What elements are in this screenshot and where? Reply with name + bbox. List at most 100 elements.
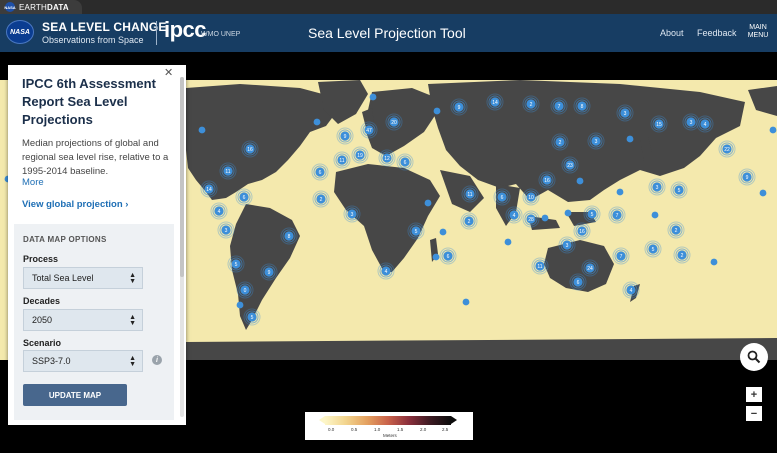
tide-gauge-marker[interactable]: 7 <box>612 247 630 265</box>
tide-gauge-marker[interactable] <box>462 298 470 306</box>
tide-gauge-marker[interactable]: 3 <box>682 113 700 131</box>
panel-scrollbar-thumb[interactable] <box>180 77 184 277</box>
tide-gauge-marker[interactable] <box>369 93 377 101</box>
tide-gauge-marker[interactable]: 4 <box>210 202 228 220</box>
tide-gauge-marker[interactable]: 9 <box>260 263 278 281</box>
tide-gauge-marker[interactable]: 6 <box>569 273 587 291</box>
view-global-projection-link[interactable]: View global projection › <box>22 199 129 210</box>
tide-gauge-marker[interactable]: 14 <box>486 93 504 111</box>
tide-gauge-marker[interactable]: 11 <box>219 162 237 180</box>
tide-gauge-marker[interactable] <box>198 126 206 134</box>
tide-gauge-marker[interactable] <box>710 258 718 266</box>
tide-gauge-marker[interactable]: 5 <box>644 240 662 258</box>
tide-gauge-marker[interactable] <box>236 301 244 309</box>
tide-gauge-marker[interactable]: 19 <box>351 146 369 164</box>
tide-gauge-marker[interactable]: 16 <box>573 222 591 240</box>
tide-gauge-marker[interactable]: 24 <box>581 259 599 277</box>
tide-gauge-marker[interactable]: 22 <box>718 140 736 158</box>
tide-gauge-marker[interactable]: 6 <box>439 247 457 265</box>
site-title[interactable]: SEA LEVEL CHANGE <box>42 20 167 34</box>
tide-gauge-marker[interactable]: 6 <box>493 188 511 206</box>
tide-gauge-marker[interactable]: 10 <box>522 188 540 206</box>
tide-gauge-marker[interactable]: 7 <box>608 206 626 224</box>
tide-gauge-marker[interactable] <box>626 135 634 143</box>
tide-gauge-marker[interactable]: 5 <box>670 181 688 199</box>
tide-gauge-marker[interactable] <box>576 177 584 185</box>
tide-gauge-marker[interactable]: 9 <box>336 127 354 145</box>
tide-gauge-marker[interactable]: 4 <box>622 281 640 299</box>
tide-gauge-marker[interactable]: 16 <box>241 140 259 158</box>
tide-gauge-marker[interactable]: 3 <box>616 104 634 122</box>
nasa-logo-icon[interactable]: NASA <box>6 20 34 44</box>
tide-gauge-marker[interactable]: 7 <box>550 97 568 115</box>
tide-gauge-marker[interactable]: 4 <box>505 206 523 224</box>
tide-gauge-marker[interactable]: 3 <box>587 132 605 150</box>
nav-feedback-link[interactable]: Feedback <box>697 28 737 38</box>
tide-gauge-marker[interactable]: 6 <box>311 163 329 181</box>
zoom-in-button[interactable]: + <box>746 387 762 402</box>
tide-gauge-marker[interactable]: 2 <box>522 95 540 113</box>
tide-gauge-marker[interactable]: 5 <box>583 205 601 223</box>
tide-gauge-marker[interactable] <box>433 107 441 115</box>
tide-gauge-marker[interactable] <box>769 126 777 134</box>
tide-gauge-marker[interactable] <box>313 118 321 126</box>
main-menu-button[interactable]: MAIN MENU <box>747 24 769 39</box>
tide-gauge-marker[interactable]: 4 <box>377 262 395 280</box>
tide-gauge-marker[interactable] <box>504 238 512 246</box>
tide-gauge-marker[interactable]: 5 <box>407 222 425 240</box>
tide-gauge-marker[interactable]: 16 <box>538 171 556 189</box>
tide-gauge-marker[interactable] <box>541 214 549 222</box>
tide-gauge-marker[interactable]: 5 <box>243 308 261 326</box>
tide-gauge-marker[interactable]: 23 <box>561 156 579 174</box>
earthdata-tab[interactable]: NASA EARTHDATA <box>0 0 82 14</box>
tide-gauge-marker[interactable]: 6 <box>396 153 414 171</box>
nav-about-link[interactable]: About <box>660 28 684 38</box>
tide-gauge-marker[interactable]: 4 <box>696 115 714 133</box>
tide-gauge-marker[interactable] <box>651 211 659 219</box>
tide-gauge-marker[interactable] <box>564 209 572 217</box>
tide-gauge-marker[interactable]: 6 <box>235 188 253 206</box>
tide-gauge-marker[interactable]: 11 <box>531 257 549 275</box>
tide-gauge-marker[interactable]: 2 <box>460 212 478 230</box>
tide-gauge-marker[interactable]: 11 <box>461 185 479 203</box>
tide-gauge-marker[interactable]: 9 <box>450 98 468 116</box>
info-icon[interactable]: i <box>152 355 162 365</box>
panel-title: IPCC 6th Assessment Report Sea Level Pro… <box>22 76 156 127</box>
tide-gauge-marker[interactable] <box>432 253 440 261</box>
tide-gauge-marker[interactable]: 11 <box>333 151 351 169</box>
tide-gauge-marker[interactable]: 2 <box>551 133 569 151</box>
process-select[interactable]: Total Sea Level ▲ ▼ <box>23 267 143 289</box>
tide-gauge-marker[interactable]: 47 <box>360 121 378 139</box>
tide-gauge-marker[interactable]: 28 <box>522 210 540 228</box>
tide-gauge-marker[interactable]: 20 <box>385 113 403 131</box>
tide-gauge-marker[interactable]: 9 <box>738 168 756 186</box>
update-map-button[interactable]: UPDATE MAP <box>23 384 127 406</box>
ipcc-logo[interactable]: ipcc <box>164 17 207 42</box>
map-search-button[interactable] <box>740 343 768 371</box>
close-icon[interactable]: ✕ <box>164 67 174 79</box>
tide-gauge-marker[interactable]: 3 <box>648 178 666 196</box>
tide-gauge-marker[interactable]: 14 <box>200 180 218 198</box>
tide-gauge-marker[interactable]: 2 <box>312 190 330 208</box>
tide-gauge-marker[interactable]: 2 <box>673 246 691 264</box>
tide-gauge-marker[interactable]: 3 <box>217 221 235 239</box>
tide-gauge-marker[interactable]: 8 <box>280 227 298 245</box>
more-link[interactable]: More <box>22 177 44 188</box>
tide-gauge-marker[interactable] <box>759 189 767 197</box>
tide-gauge-marker[interactable]: 3 <box>343 205 361 223</box>
scenario-select[interactable]: SSP3-7.0 ▲ ▼ <box>23 350 143 372</box>
tide-gauge-marker[interactable]: 8 <box>573 97 591 115</box>
tide-gauge-marker[interactable]: 5 <box>227 255 245 273</box>
tide-gauge-marker[interactable] <box>616 188 624 196</box>
tide-gauge-marker[interactable]: 2 <box>667 221 685 239</box>
tide-gauge-marker[interactable]: 3 <box>558 236 576 254</box>
decades-select[interactable]: 2050 ▲ ▼ <box>23 309 143 331</box>
zoom-out-button[interactable]: − <box>746 406 762 421</box>
tide-gauge-marker[interactable] <box>439 228 447 236</box>
tide-gauge-marker[interactable] <box>424 199 432 207</box>
tide-gauge-marker[interactable]: 0 <box>236 281 254 299</box>
tide-gauge-marker[interactable]: 12 <box>378 149 396 167</box>
tide-gauge-marker[interactable]: 15 <box>650 115 668 133</box>
